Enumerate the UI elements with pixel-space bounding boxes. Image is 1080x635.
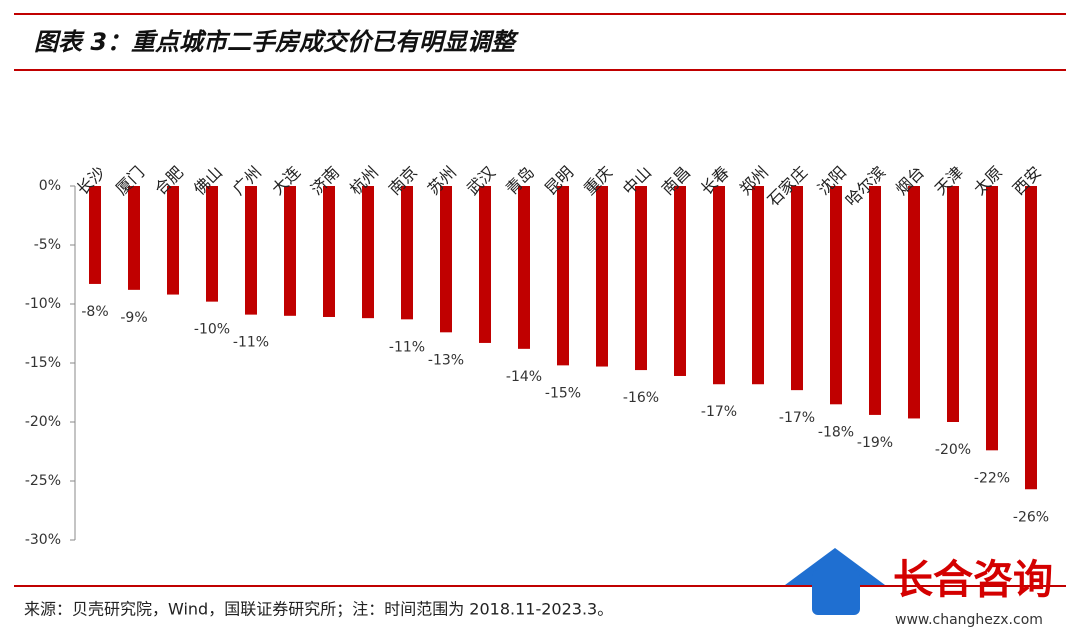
bar xyxy=(479,186,491,343)
logo-roof xyxy=(785,548,885,585)
bar xyxy=(752,186,764,385)
source: 来源：贝壳研究院，Wind，国联证券研究所；注：时间范围为 2018.11-20… xyxy=(24,600,613,619)
bar xyxy=(284,186,296,316)
bar xyxy=(245,186,257,315)
bar xyxy=(830,186,842,405)
x-tick-label: 武汉 xyxy=(463,163,499,199)
bar xyxy=(440,186,452,333)
value-label: -26% xyxy=(1013,509,1049,525)
x-tick-label: 南昌 xyxy=(658,163,694,199)
x-tick-label: 重庆 xyxy=(580,163,616,199)
x-tick-label: 长春 xyxy=(697,163,733,199)
bar xyxy=(635,186,647,371)
y-tick-label: -15% xyxy=(25,355,61,371)
value-label: -19% xyxy=(857,435,893,451)
value-label: -9% xyxy=(120,310,147,326)
x-tick-label: 长沙 xyxy=(73,163,109,199)
value-label: -11% xyxy=(233,335,269,351)
x-tick-label: 苏州 xyxy=(424,163,460,199)
x-tick-label: 太原 xyxy=(970,163,1006,199)
x-tick-label: 佛山 xyxy=(190,163,226,199)
value-label: -15% xyxy=(545,385,581,401)
bar xyxy=(986,186,998,451)
bar xyxy=(401,186,413,320)
y-tick-label: -25% xyxy=(25,473,61,489)
bar xyxy=(947,186,959,422)
value-label: -22% xyxy=(974,470,1010,486)
value-label: -13% xyxy=(428,352,464,368)
y-tick-label: -5% xyxy=(34,237,61,253)
bar xyxy=(908,186,920,419)
x-tick-label: 哈尔滨 xyxy=(842,163,889,210)
x-tick-label: 中山 xyxy=(619,163,655,199)
bar xyxy=(791,186,803,391)
logo-url: www.changhezx.com xyxy=(895,612,1043,628)
value-label: -17% xyxy=(779,410,815,426)
value-label: -14% xyxy=(506,369,542,385)
x-tick-label: 杭州 xyxy=(346,163,382,199)
x-tick-label: 大连 xyxy=(268,163,304,199)
bar xyxy=(362,186,374,319)
y-tick-label: -30% xyxy=(25,532,61,548)
logo-house xyxy=(812,570,860,615)
x-tick-label: 西安 xyxy=(1009,163,1045,199)
bar xyxy=(674,186,686,376)
x-tick-label: 济南 xyxy=(307,163,343,199)
bar xyxy=(206,186,218,302)
value-label: -10% xyxy=(194,322,230,338)
x-tick-label: 南京 xyxy=(385,163,421,199)
bar xyxy=(323,186,335,317)
bar xyxy=(89,186,101,284)
value-label: -16% xyxy=(623,390,659,406)
title: 图表 3：重点城市二手房成交价已有明显调整 xyxy=(34,28,519,56)
x-tick-label: 厦门 xyxy=(112,163,148,199)
bar xyxy=(167,186,179,295)
bar xyxy=(1025,186,1037,490)
value-label: -17% xyxy=(701,404,737,420)
y-tick-label: -10% xyxy=(25,296,61,312)
x-tick-label: 昆明 xyxy=(541,163,577,199)
x-tick-label: 广州 xyxy=(229,163,265,199)
y-tick-label: -20% xyxy=(25,414,61,430)
y-tick-label: 0% xyxy=(39,178,61,194)
x-tick-label: 石家庄 xyxy=(764,163,811,210)
bar xyxy=(518,186,530,349)
logo: 长合咨询 www.changhezx.com xyxy=(785,548,1053,628)
value-label: -18% xyxy=(818,424,854,440)
bar xyxy=(596,186,608,367)
logo-name: 长合咨询 xyxy=(893,557,1053,603)
x-tick-label: 合肥 xyxy=(151,163,187,199)
bar xyxy=(869,186,881,415)
bar xyxy=(713,186,725,385)
value-label: -20% xyxy=(935,442,971,458)
bar xyxy=(557,186,569,366)
value-label: -11% xyxy=(389,339,425,355)
bar xyxy=(128,186,140,290)
value-label: -8% xyxy=(81,304,108,320)
x-tick-label: 天津 xyxy=(931,163,967,199)
x-tick-label: 烟台 xyxy=(892,163,928,199)
x-tick-label: 青岛 xyxy=(502,163,538,199)
